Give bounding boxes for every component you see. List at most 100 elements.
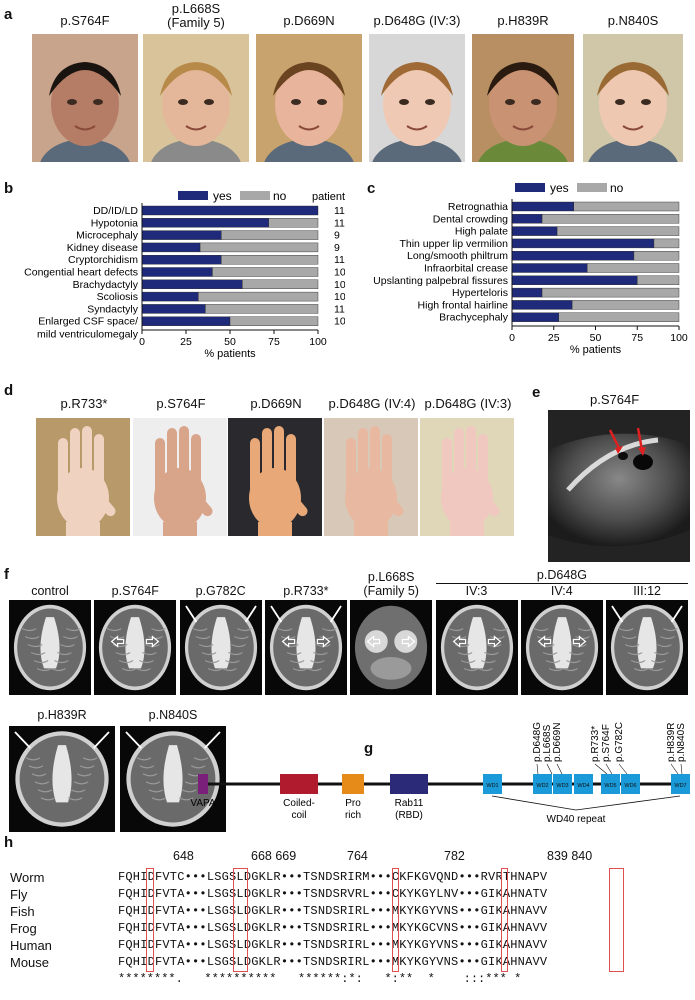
variant-pointer	[556, 763, 563, 775]
face-photo-label: p.L668S (Family 5)	[167, 1, 225, 30]
category-label: DD/ID/LD	[93, 205, 138, 217]
bar-yes-6	[141, 279, 243, 290]
patients-count: 11	[334, 205, 345, 217]
hand-photo-label: p.S764F	[156, 396, 206, 411]
mri-label: p.H839R	[37, 708, 87, 722]
residue-position: 782	[444, 849, 465, 863]
panel-f-letter: f	[4, 566, 9, 583]
mri-graphic	[355, 605, 428, 690]
domain-label: rich	[345, 810, 361, 821]
patients-count: 10	[334, 316, 345, 328]
mri-slice	[179, 600, 262, 695]
variant-pointer	[670, 763, 679, 775]
x-tick-label: 100	[670, 332, 688, 344]
mri-slice	[435, 600, 518, 695]
ultrasound-graphic	[548, 410, 690, 562]
x-axis-title: % patients	[570, 344, 622, 356]
patients-header: patients	[312, 191, 345, 203]
category-label: Brachycephaly	[439, 312, 509, 324]
bar-no-8	[205, 304, 319, 314]
category-label: Enlarged CSF space/	[38, 316, 138, 328]
bar-yes-5	[141, 267, 213, 277]
category-label: Syndactyly	[87, 303, 139, 315]
x-tick-label: 25	[180, 336, 192, 348]
residue-position: 668 669	[251, 849, 297, 863]
mri-graphic	[184, 604, 257, 691]
panel-e-letter: e	[532, 384, 541, 401]
mri-label: IV:4	[550, 584, 573, 598]
wd-label: WD7	[674, 783, 686, 789]
hand-graphic	[57, 426, 116, 536]
hand-graphic	[249, 426, 308, 536]
mri-group-bracket	[435, 583, 689, 584]
bar-yes-3	[141, 242, 201, 253]
variant-label: p.L668S	[542, 724, 553, 762]
species-sequence: FQHIDFVTA•••LSGSLDGKLR•••TSNDSRIRL•••MKY…	[118, 921, 548, 935]
panel-g-letter: g	[364, 740, 374, 757]
patients-count: 10	[334, 267, 345, 279]
category-label: Dental crowding	[433, 213, 508, 225]
legend-no-label: no	[273, 189, 287, 203]
hand-photo	[228, 418, 322, 536]
mri-label: p.R733*	[283, 584, 329, 598]
conserved-residue-box	[146, 868, 154, 972]
coiled-coil-domain	[280, 774, 318, 794]
panel-b-letter: b	[4, 180, 14, 197]
species-label: Mouse	[10, 955, 50, 970]
bar-no-9	[229, 316, 319, 326]
face-photo-label: p.S764F	[60, 13, 110, 28]
mri-graphic	[13, 604, 87, 691]
residue-position: 839 840	[547, 849, 593, 863]
variant-pointer	[546, 763, 553, 775]
residue-position: 764	[347, 849, 368, 863]
wd-repeat-label: WD40 repeat	[547, 814, 606, 825]
mri-graphic	[611, 604, 684, 691]
category-label: mild ventriculomegaly	[37, 329, 139, 341]
category-label: Kidney disease	[67, 242, 138, 254]
conserved-residue-box	[500, 868, 508, 972]
category-label: Cryptorchidism	[68, 254, 138, 266]
species-label: Fly	[10, 887, 28, 902]
conserved-residue-box	[392, 868, 400, 972]
mri-slice	[9, 726, 115, 832]
face-graphic	[151, 62, 241, 162]
face-graphic	[40, 62, 130, 162]
wd-label: WD2	[536, 783, 548, 789]
category-label: Long/smooth philtrum	[407, 250, 508, 262]
wd-label: WD1	[486, 783, 498, 789]
domain-label: (RBD)	[395, 810, 423, 821]
wd-repeat-box	[671, 774, 690, 794]
mri-slice	[350, 600, 433, 695]
species-label: Frog	[10, 921, 37, 936]
wd-repeat-box	[621, 774, 640, 794]
mri-slice	[520, 600, 603, 695]
x-tick-label: 75	[631, 332, 643, 344]
wd-repeat-box	[533, 774, 552, 794]
mri-graphic	[440, 604, 513, 691]
wd-label: WD4	[577, 783, 589, 789]
hand-graphic	[345, 426, 404, 536]
legend-no-swatch	[577, 183, 607, 192]
bar-yes-0	[511, 201, 574, 212]
hand-photo-label: p.D648G (IV:3)	[424, 396, 512, 411]
variant-label: p.S764F	[601, 724, 612, 762]
patients-count: 10	[334, 291, 345, 303]
variant-pointer	[536, 763, 539, 775]
x-tick-label: 0	[139, 336, 145, 348]
category-label: Infraorbital crease	[424, 263, 508, 275]
domain-label: Pro	[345, 798, 361, 809]
bar-yes-9	[141, 316, 231, 326]
patients-count: 9	[334, 242, 340, 254]
species-label: Human	[10, 938, 52, 953]
domain-label: VAPA	[190, 798, 216, 809]
mri-label: p.L668S (Family 5)	[363, 570, 419, 598]
category-label: Retrognathia	[448, 201, 508, 213]
mri-graphic	[99, 604, 172, 691]
panel-h-letter: h	[4, 834, 14, 851]
mri-slice	[9, 600, 91, 695]
hand-photo	[133, 418, 227, 536]
panel-e-label: p.S764F	[590, 392, 640, 407]
legend-no-label: no	[610, 181, 624, 195]
wd-repeat-box	[483, 774, 502, 794]
